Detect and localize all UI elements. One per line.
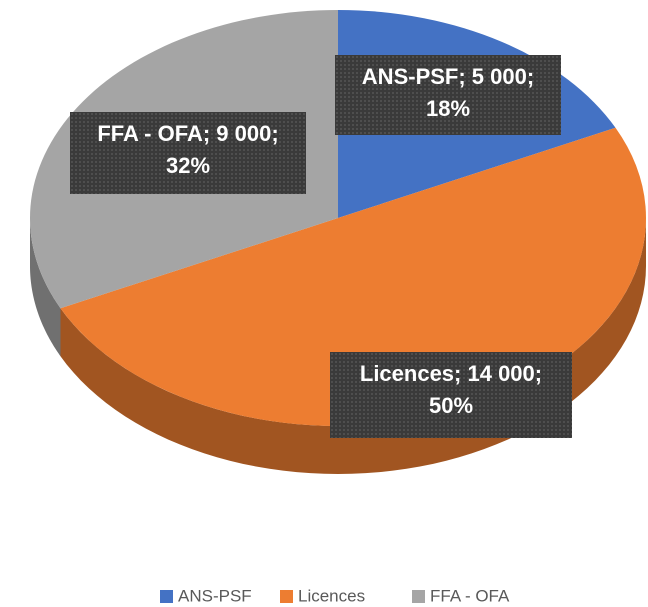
data-label: ANS-PSF; 5 000; 18% [335, 55, 561, 135]
data-label: FFA - OFA; 9 000; 32% [70, 112, 306, 194]
slice-side [30, 218, 61, 357]
legend-label: FFA - OFA [430, 586, 510, 605]
legend-label: ANS-PSF [178, 586, 252, 605]
legend-label: Licences [298, 586, 365, 605]
slice [60, 127, 646, 426]
data-label: Licences; 14 000; 50% [330, 352, 572, 438]
legend-swatch [160, 590, 173, 603]
legend-swatch [280, 590, 293, 603]
legend-swatch [412, 590, 425, 603]
